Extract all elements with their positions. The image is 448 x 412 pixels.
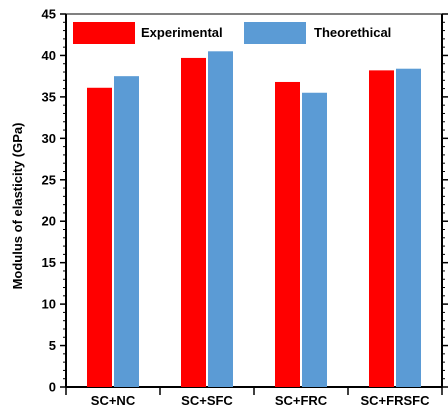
legend-swatch-theorethical (244, 22, 306, 44)
y-axis-ticks: 0 5 10 15 20 25 30 35 40 45 (42, 7, 448, 395)
legend-swatch-experimental (73, 22, 135, 44)
y-tick-label: 20 (42, 214, 56, 229)
y-tick-label: 10 (42, 297, 56, 312)
x-category-label: SC+FRC (275, 393, 328, 408)
bar-theorethical-sc-frc (302, 92, 327, 387)
y-tick-label: 30 (42, 131, 56, 146)
bar-theorethical-sc-nc (114, 76, 139, 388)
x-category-label: SC+SFC (181, 393, 233, 408)
bar-experimental-sc-sfc (181, 57, 206, 387)
legend: Experimental Theorethical (73, 22, 391, 44)
y-tick-label: 40 (42, 48, 56, 63)
y-tick-label: 15 (42, 255, 56, 270)
legend-label-theorethical: Theorethical (314, 25, 391, 40)
y-tick-label: 35 (42, 89, 56, 104)
y-tick-label: 25 (42, 172, 56, 187)
bar-experimental-sc-nc (87, 87, 112, 387)
y-tick-label: 0 (49, 380, 56, 395)
bar-theorethical-sc-sfc (208, 51, 233, 388)
bar-experimental-sc-frsfc (369, 70, 394, 387)
legend-label-experimental: Experimental (141, 25, 223, 40)
bar-theorethical-sc-frsfc (396, 68, 421, 387)
bar-experimental-sc-frc (275, 81, 300, 388)
x-axis-ticks: SC+NC SC+SFC SC+FRC SC+FRSFC (65, 387, 443, 408)
x-category-label: SC+FRSFC (361, 393, 431, 408)
x-category-label: SC+NC (91, 393, 136, 408)
y-tick-label: 5 (49, 338, 56, 353)
y-axis-title: Modulus of elasticity (GPa) (10, 123, 25, 290)
bars (87, 51, 421, 388)
y-tick-label: 45 (42, 7, 56, 22)
